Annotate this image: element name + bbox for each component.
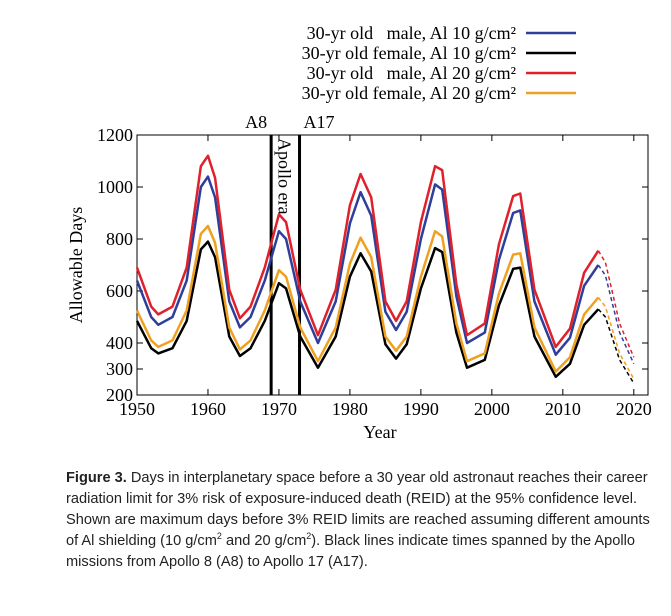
- plot-frame: [136, 134, 649, 396]
- y-tick-label: 600: [106, 281, 133, 301]
- legend-label: 30-yr old female, Al 10 g/cm²: [302, 43, 516, 63]
- y-tick-label: 400: [106, 333, 133, 353]
- series-line: [597, 264, 635, 365]
- series-line: [597, 297, 635, 380]
- y-tick-label: 800: [106, 229, 133, 249]
- apollo-label: A17: [304, 112, 335, 132]
- y-tick-label: 1200: [97, 125, 133, 145]
- x-tick-label: 1990: [403, 399, 439, 419]
- x-tick-label: 2010: [545, 399, 581, 419]
- series-line: [597, 250, 635, 358]
- x-tick-label: 2000: [474, 399, 510, 419]
- y-tick-label: 300: [106, 359, 133, 379]
- y-axis-label: Allowable Days: [66, 207, 86, 323]
- legend-label: 30-yr old male, Al 10 g/cm²: [307, 23, 516, 43]
- x-tick-label: 1970: [261, 399, 297, 419]
- caption: Figure 3. Days in interplanetary space b…: [66, 468, 661, 573]
- series-line: [135, 240, 600, 379]
- caption-text: and 20 g/cm: [221, 533, 307, 549]
- x-tick-label: 1960: [190, 399, 226, 419]
- caption-label: Figure 3.: [66, 470, 127, 486]
- series-line: [135, 154, 600, 349]
- series-line: [135, 224, 600, 373]
- caption-sup: 2: [306, 531, 312, 542]
- x-tick-label: 2020: [616, 399, 652, 419]
- legend-label: 30-yr old female, Al 20 g/cm²: [302, 83, 516, 103]
- y-tick-label: 200: [106, 385, 133, 405]
- y-tick-label: 1000: [97, 177, 133, 197]
- caption-text: ). Black lines indicate times spanned by…: [66, 533, 635, 570]
- caption-sup: 2: [216, 531, 222, 542]
- chart: Year Allowable Days 200 300 400 600 800 1000 1…: [66, 23, 652, 442]
- x-axis-label: Year: [363, 422, 396, 442]
- caption-text: Days in interplanetary space before a 30…: [66, 470, 650, 549]
- x-tick-label: 1980: [332, 399, 368, 419]
- legend-label: 30-yr old male, Al 20 g/cm²: [307, 63, 516, 83]
- apollo-era-label: Apollo era: [274, 138, 294, 214]
- apollo-label: A8: [245, 112, 267, 132]
- series-line: [135, 175, 600, 356]
- x-tick-label: 1950: [119, 399, 155, 419]
